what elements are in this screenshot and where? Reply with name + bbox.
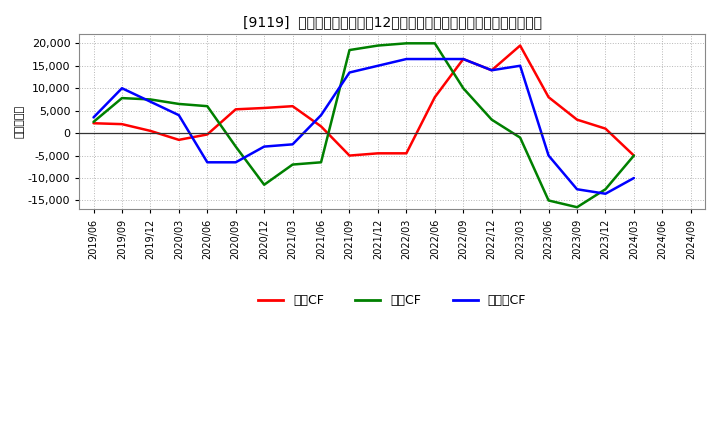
Line: 投資CF: 投資CF (94, 43, 634, 207)
投資CF (459, 85, 467, 91)
営業CF (89, 121, 98, 126)
フリーCF (544, 153, 553, 158)
営業CF (601, 126, 610, 131)
投資CF (487, 117, 496, 122)
フリーCF (402, 56, 410, 62)
フリーCF (431, 56, 439, 62)
営業CF (459, 56, 467, 62)
投資CF (146, 97, 155, 102)
投資CF (544, 198, 553, 203)
投資CF (601, 187, 610, 192)
営業CF (544, 95, 553, 100)
投資CF (629, 153, 638, 158)
Line: フリーCF: フリーCF (94, 59, 634, 194)
営業CF (288, 103, 297, 109)
フリーCF (601, 191, 610, 196)
投資CF (260, 182, 269, 187)
投資CF (402, 40, 410, 46)
フリーCF (345, 70, 354, 75)
投資CF (572, 205, 581, 210)
投資CF (231, 144, 240, 149)
営業CF (174, 137, 183, 143)
営業CF (402, 150, 410, 156)
Title: [9119]  キャッシュフローの12か月移動合計の対前年同期増減額の推移: [9119] キャッシュフローの12か月移動合計の対前年同期増減額の推移 (243, 15, 541, 29)
フリーCF (487, 68, 496, 73)
投資CF (431, 40, 439, 46)
フリーCF (288, 142, 297, 147)
Legend: 営業CF, 投資CF, フリーCF: 営業CF, 投資CF, フリーCF (253, 289, 531, 312)
営業CF (260, 105, 269, 110)
フリーCF (516, 63, 524, 68)
営業CF (317, 124, 325, 129)
フリーCF (146, 99, 155, 104)
投資CF (374, 43, 382, 48)
営業CF (516, 43, 524, 48)
フリーCF (629, 176, 638, 181)
投資CF (89, 119, 98, 125)
営業CF (431, 95, 439, 100)
投資CF (174, 101, 183, 106)
投資CF (345, 48, 354, 53)
営業CF (231, 106, 240, 112)
営業CF (203, 132, 212, 137)
投資CF (317, 160, 325, 165)
投資CF (516, 135, 524, 140)
Line: 営業CF: 営業CF (94, 46, 634, 156)
営業CF (345, 153, 354, 158)
フリーCF (317, 113, 325, 118)
営業CF (629, 153, 638, 158)
フリーCF (117, 85, 126, 91)
営業CF (374, 150, 382, 156)
フリーCF (203, 160, 212, 165)
Y-axis label: （百万円）: （百万円） (15, 105, 25, 139)
フリーCF (459, 56, 467, 62)
営業CF (487, 68, 496, 73)
フリーCF (174, 113, 183, 118)
投資CF (203, 103, 212, 109)
投資CF (288, 162, 297, 167)
フリーCF (260, 144, 269, 149)
投資CF (117, 95, 126, 101)
フリーCF (231, 160, 240, 165)
フリーCF (374, 63, 382, 68)
フリーCF (572, 187, 581, 192)
営業CF (117, 121, 126, 127)
フリーCF (89, 115, 98, 120)
営業CF (572, 117, 581, 122)
営業CF (146, 128, 155, 133)
